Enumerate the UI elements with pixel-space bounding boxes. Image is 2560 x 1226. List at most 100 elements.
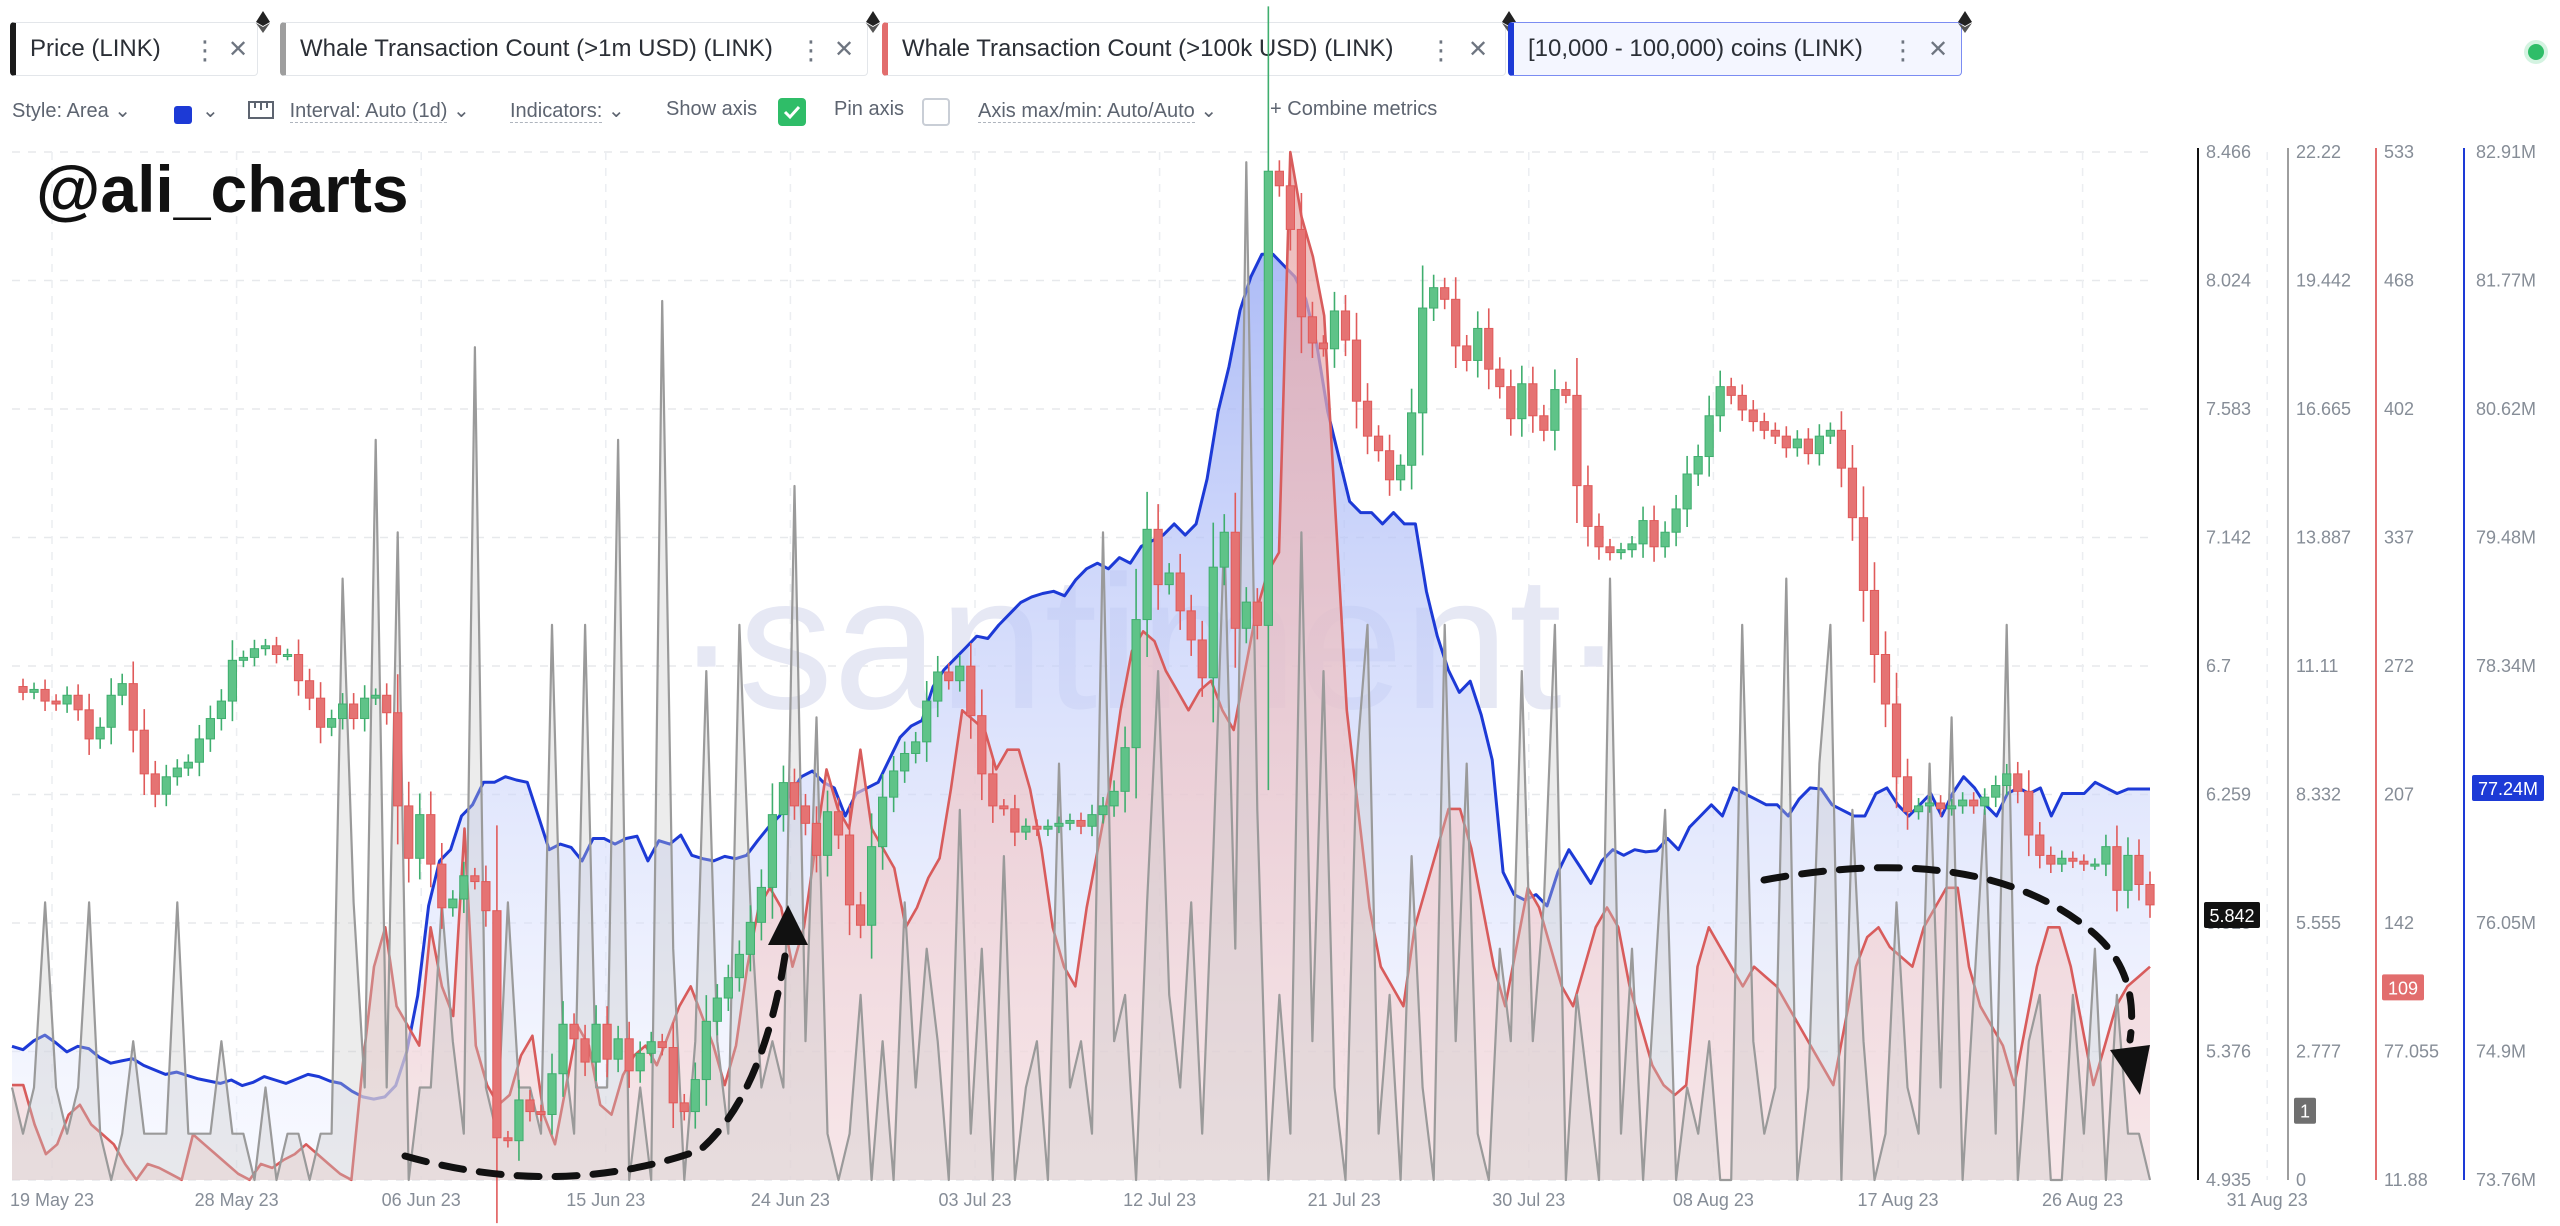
candle-body xyxy=(1947,805,1957,810)
candle-body xyxy=(470,875,480,883)
color-swatch[interactable] xyxy=(174,106,192,124)
candle-body xyxy=(238,656,249,661)
trend-arrows xyxy=(401,864,2150,1181)
x-tick-label: 31 Aug 23 xyxy=(2227,1190,2308,1210)
candle-body xyxy=(216,700,227,720)
y-tick-label: 11.88 xyxy=(2384,1170,2428,1190)
x-tick-label: 03 Jul 23 xyxy=(938,1190,1011,1210)
candle-body xyxy=(1858,517,1869,591)
candle-body xyxy=(1263,170,1273,626)
more-dots-icon[interactable]: ⋮ xyxy=(192,35,218,65)
whale-1m-series-line xyxy=(10,161,2152,1182)
candle-body xyxy=(1991,785,2001,798)
x-tick-label: 08 Aug 23 xyxy=(1673,1190,1754,1210)
candle-body xyxy=(360,697,370,720)
candle-body xyxy=(2068,857,2078,862)
candle-body xyxy=(1759,421,1769,431)
show-axis-checkbox[interactable] xyxy=(778,98,806,126)
candle-body xyxy=(1429,287,1439,309)
candle-body xyxy=(426,814,436,865)
tab-whale-1m[interactable]: Whale Transaction Count (>1m USD) (LINK)… xyxy=(280,11,880,76)
x-tick-label: 06 Jun 23 xyxy=(382,1190,461,1210)
candle-body xyxy=(811,822,822,856)
color-picker-chevron[interactable]: ⌄ xyxy=(202,98,219,123)
candle-body xyxy=(106,694,116,728)
candle-body xyxy=(999,805,1009,810)
candle-body xyxy=(591,1023,601,1063)
candle-body xyxy=(855,904,866,926)
more-dots-icon[interactable]: ⋮ xyxy=(1890,35,1916,65)
candle-body xyxy=(1495,368,1505,388)
candle-body xyxy=(1142,528,1152,621)
candle-body xyxy=(1318,342,1329,350)
y-tick-label: 5.555 xyxy=(2296,913,2341,933)
candle-body xyxy=(1594,525,1604,548)
pin-axis-checkbox[interactable] xyxy=(922,98,950,126)
candle-body xyxy=(1087,814,1097,827)
pin-axis-label: Pin axis xyxy=(834,98,905,120)
axis-maxmin-select[interactable]: Axis max/min: Auto/Auto ⌄ xyxy=(978,100,1218,123)
tab-whale-100k[interactable]: Whale Transaction Count (>100k USD) (LIN… xyxy=(882,11,1516,76)
close-icon[interactable]: ✕ xyxy=(1468,36,1489,63)
y-tick-label: 77.055 xyxy=(2384,1042,2439,1062)
candle-body xyxy=(183,761,193,769)
candle-body xyxy=(282,654,293,658)
candle-body xyxy=(745,921,755,955)
candle-body xyxy=(29,688,39,693)
candle-body xyxy=(194,738,204,763)
candle-body xyxy=(1120,747,1130,792)
whale-100k-current-badge-text: 109 xyxy=(2388,978,2418,998)
interval-select[interactable]: Interval: Auto (1d) ⌄ xyxy=(248,98,470,123)
series-whale-1m-area xyxy=(10,161,2152,1182)
candle-body xyxy=(326,718,337,728)
candle-body xyxy=(1902,776,1913,813)
arrow-icon xyxy=(401,916,794,1181)
style-select[interactable]: Style: Area ⌄ xyxy=(12,100,132,122)
combine-metrics-button[interactable]: + Combine metrics xyxy=(1270,98,1438,120)
close-icon[interactable]: ✕ xyxy=(228,36,249,63)
candle-body xyxy=(1616,549,1626,554)
candle-body xyxy=(393,712,403,807)
candle-body xyxy=(1098,805,1108,816)
y-tick-label: 81.77M xyxy=(2476,271,2536,291)
candle-body xyxy=(558,1023,568,1075)
y-tick-label: 11.11 xyxy=(2296,656,2338,676)
candle-body xyxy=(1418,307,1428,414)
close-icon[interactable]: ✕ xyxy=(834,36,855,63)
candle-body xyxy=(1847,467,1858,519)
candle-body xyxy=(701,1020,711,1081)
candle-body xyxy=(1197,639,1207,679)
candle-body xyxy=(404,805,414,859)
indicators-select[interactable]: Indicators: ⌄ xyxy=(510,100,625,123)
tab-coins-10k-100k[interactable]: [10,000 - 100,000) coins (LINK) ⋮ ✕ xyxy=(1508,11,1972,76)
candle-body xyxy=(1671,508,1681,533)
candle-body xyxy=(2035,834,2045,856)
candle-body xyxy=(1814,435,1824,455)
close-icon[interactable]: ✕ xyxy=(1928,36,1949,63)
candle-body xyxy=(1153,528,1163,586)
candle-body xyxy=(371,694,381,699)
candle-body xyxy=(866,846,877,926)
candle-body xyxy=(1384,450,1395,481)
candle-body xyxy=(602,1023,612,1060)
more-dots-icon[interactable]: ⋮ xyxy=(1428,35,1454,65)
candle-body xyxy=(1054,822,1064,827)
candle-body xyxy=(95,726,105,740)
candle-body xyxy=(1484,327,1494,370)
x-axis: 19 May 23 28 May 23 06 Jun 23 15 Jun 23 24 J… xyxy=(10,1190,2308,1210)
tab-price[interactable]: Price (LINK) ⋮ ✕ xyxy=(10,11,270,76)
candle-body xyxy=(1307,316,1318,344)
candle-body xyxy=(1704,415,1714,458)
author-handle: @ali_charts xyxy=(36,152,409,226)
candle-body xyxy=(1186,610,1196,641)
coins-current-badge xyxy=(2472,775,2544,802)
candle-body xyxy=(734,953,744,979)
candle-body xyxy=(1781,435,1791,449)
candle-body xyxy=(503,1137,513,1142)
candle-body xyxy=(1285,185,1296,230)
more-dots-icon[interactable]: ⋮ xyxy=(798,35,824,65)
candle-body xyxy=(1572,394,1582,487)
candle-body xyxy=(1109,790,1119,807)
candle-body xyxy=(712,997,722,1022)
y-tick-label: 272 xyxy=(2384,656,2414,676)
